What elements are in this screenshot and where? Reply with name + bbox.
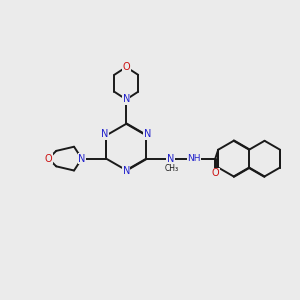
Text: N: N: [144, 129, 151, 139]
Text: O: O: [45, 154, 52, 164]
Text: N: N: [101, 129, 109, 139]
Text: O: O: [122, 62, 130, 72]
Text: CH₃: CH₃: [165, 164, 179, 172]
Text: O: O: [212, 169, 219, 178]
Text: N: N: [167, 154, 174, 164]
Text: N: N: [122, 167, 130, 176]
Text: NH: NH: [187, 154, 201, 163]
Text: N: N: [122, 94, 130, 104]
Text: N: N: [78, 154, 85, 164]
